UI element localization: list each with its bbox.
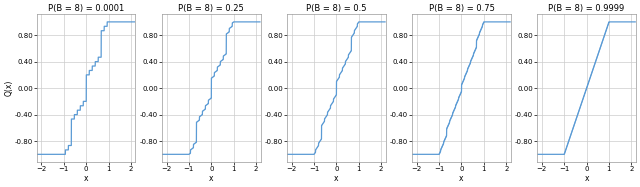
Title: P(B = 8) = 0.9999: P(B = 8) = 0.9999	[548, 4, 625, 13]
X-axis label: x: x	[460, 174, 464, 183]
Title: P(B = 8) = 0.25: P(B = 8) = 0.25	[179, 4, 244, 13]
Title: P(B = 8) = 0.75: P(B = 8) = 0.75	[429, 4, 495, 13]
X-axis label: x: x	[334, 174, 339, 183]
Title: P(B = 8) = 0.0001: P(B = 8) = 0.0001	[48, 4, 124, 13]
Y-axis label: Q(x): Q(x)	[4, 80, 13, 96]
X-axis label: x: x	[584, 174, 589, 183]
X-axis label: x: x	[209, 174, 214, 183]
X-axis label: x: x	[84, 174, 88, 183]
Title: P(B = 8) = 0.5: P(B = 8) = 0.5	[306, 4, 367, 13]
